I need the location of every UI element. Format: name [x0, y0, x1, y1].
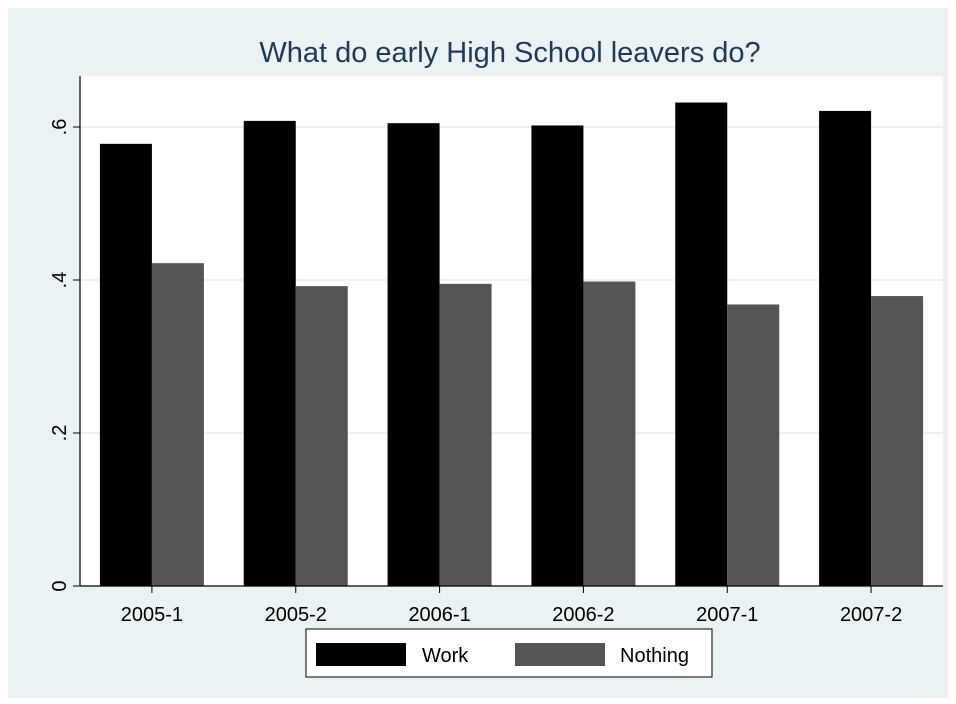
legend-label-work: Work: [422, 645, 469, 667]
gridlines: [80, 126, 943, 434]
x-tick-label: 2006-1: [408, 604, 470, 626]
bar-work-2006-1: [387, 123, 440, 587]
legend: Work Nothing: [305, 628, 713, 678]
y-tick-label: 0: [49, 580, 71, 591]
bar-nothing-2005-1: [151, 263, 204, 586]
x-tick-label: 2007-1: [696, 604, 758, 626]
x-tick-label: 2005-1: [121, 604, 183, 626]
legend-swatch-work: [316, 643, 406, 666]
legend-label-nothing: Nothing: [620, 645, 689, 667]
legend-swatch-nothing: [515, 643, 605, 666]
bar-nothing-2007-1: [727, 304, 780, 586]
bar-nothing-2007-2: [871, 296, 924, 586]
y-tick-label: .6: [49, 119, 71, 136]
chart-title: What do early High School leavers do?: [259, 37, 760, 69]
x-tick-label: 2007-2: [840, 604, 902, 626]
x-tick-label: 2005-2: [265, 604, 327, 626]
plot-area: [80, 76, 943, 586]
bars: [99, 102, 924, 587]
bar-nothing-2006-2: [583, 281, 636, 586]
axes: 2005-1 2005-2 2006-1 2006-2 2007-1 2007-2 0 .2.…: [49, 76, 943, 626]
bar-work-2007-2: [819, 110, 872, 586]
bar-nothing-2005-2: [295, 286, 348, 586]
bar-work-2005-1: [99, 143, 152, 586]
bar-work-2006-2: [531, 125, 584, 586]
y-tick-label: .2: [49, 425, 71, 442]
y-tick-label: .4: [49, 272, 71, 289]
bar-nothing-2006-1: [439, 283, 492, 586]
bar-work-2007-1: [675, 102, 728, 587]
bar-work-2005-2: [243, 120, 296, 586]
x-tick-label: 2006-2: [552, 604, 614, 626]
